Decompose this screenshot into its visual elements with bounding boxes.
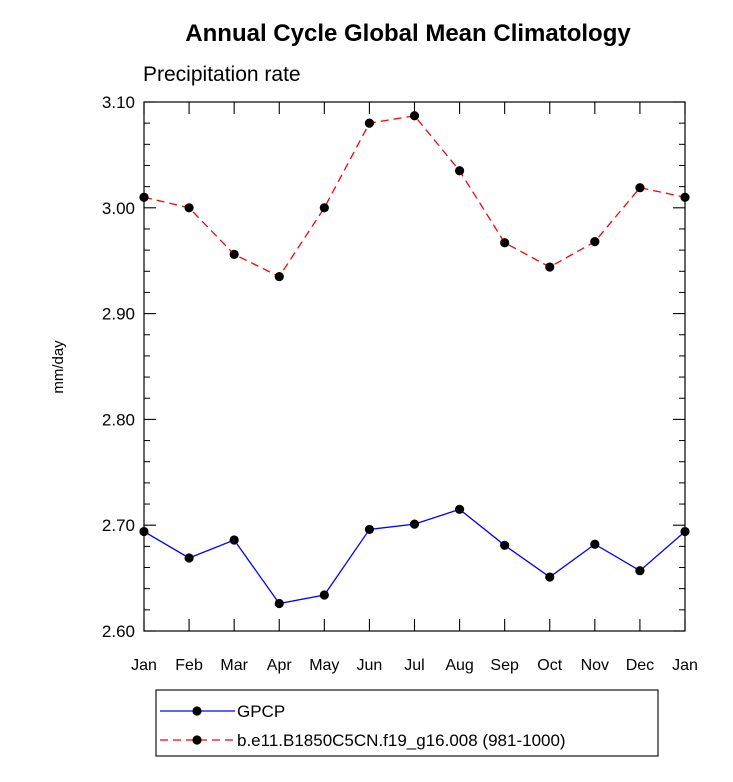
x-tick-label: Jan [672, 657, 698, 674]
data-point [184, 203, 194, 213]
data-point [409, 519, 420, 529]
x-tick-label: Mar [220, 657, 248, 674]
y-tick-label: 2.90 [102, 305, 135, 324]
data-point [590, 539, 600, 549]
data-point [184, 553, 194, 563]
data-point [500, 238, 510, 248]
data-point [229, 249, 239, 259]
data-point [454, 504, 465, 514]
data-point [635, 566, 645, 576]
x-tick-label: May [309, 657, 339, 674]
y-tick-label: 3.00 [102, 199, 135, 218]
legend-box [155, 689, 659, 757]
x-tick-label: Oct [537, 657, 562, 674]
x-tick-label: Nov [581, 657, 609, 674]
y-tick-label: 2.80 [102, 410, 135, 429]
data-point [454, 166, 465, 176]
legend-marker [192, 735, 202, 745]
data-point [139, 192, 149, 202]
chart-subtitle: Precipitation rate [143, 63, 301, 86]
data-point [545, 572, 555, 582]
data-point [364, 524, 375, 535]
data-point [409, 111, 420, 121]
x-tick-label: Aug [445, 657, 473, 674]
data-point [364, 118, 375, 128]
chart-title: Annual Cycle Global Mean Climatology [185, 20, 631, 47]
legend-label-0: GPCP [237, 702, 285, 721]
x-tick-label: Feb [175, 657, 203, 674]
data-point [590, 237, 600, 247]
x-tick-label: Apr [267, 657, 293, 674]
x-tick-label: Jan [131, 657, 157, 674]
data-point [274, 271, 284, 282]
y-axis-label: mm/day [50, 340, 67, 394]
legend: GPCP b.e11.B1850C5CN.f19_g16.008 (981-100… [155, 689, 659, 757]
x-tick-label: Sep [490, 657, 519, 674]
data-point [545, 262, 555, 272]
series-line-1 [143, 115, 686, 278]
y-tick-label: 2.70 [102, 516, 135, 535]
x-tick-label: Jun [357, 657, 383, 674]
data-point [680, 192, 690, 202]
data-point [139, 526, 149, 537]
data-point [635, 183, 645, 193]
plot-frame [143, 101, 686, 632]
x-tick-label: Dec [626, 657, 654, 674]
data-point [274, 598, 284, 609]
data-point [680, 526, 690, 537]
y-tick-label: 3.10 [102, 93, 135, 112]
x-tick-label: Jul [404, 657, 424, 674]
data-point [229, 535, 239, 545]
legend-marker [192, 706, 202, 716]
data-point [500, 540, 510, 550]
data-point [319, 590, 329, 600]
legend-label-1: b.e11.B1850C5CN.f19_g16.008 (981-1000) [237, 731, 566, 750]
series-lines [139, 111, 690, 609]
axes: 2.60 2.70 2.80 2.90 3.00 3.10 Jan Feb Mar Apr May J… [102, 93, 698, 674]
y-tick-label: 2.60 [102, 622, 135, 641]
data-point [319, 203, 329, 213]
